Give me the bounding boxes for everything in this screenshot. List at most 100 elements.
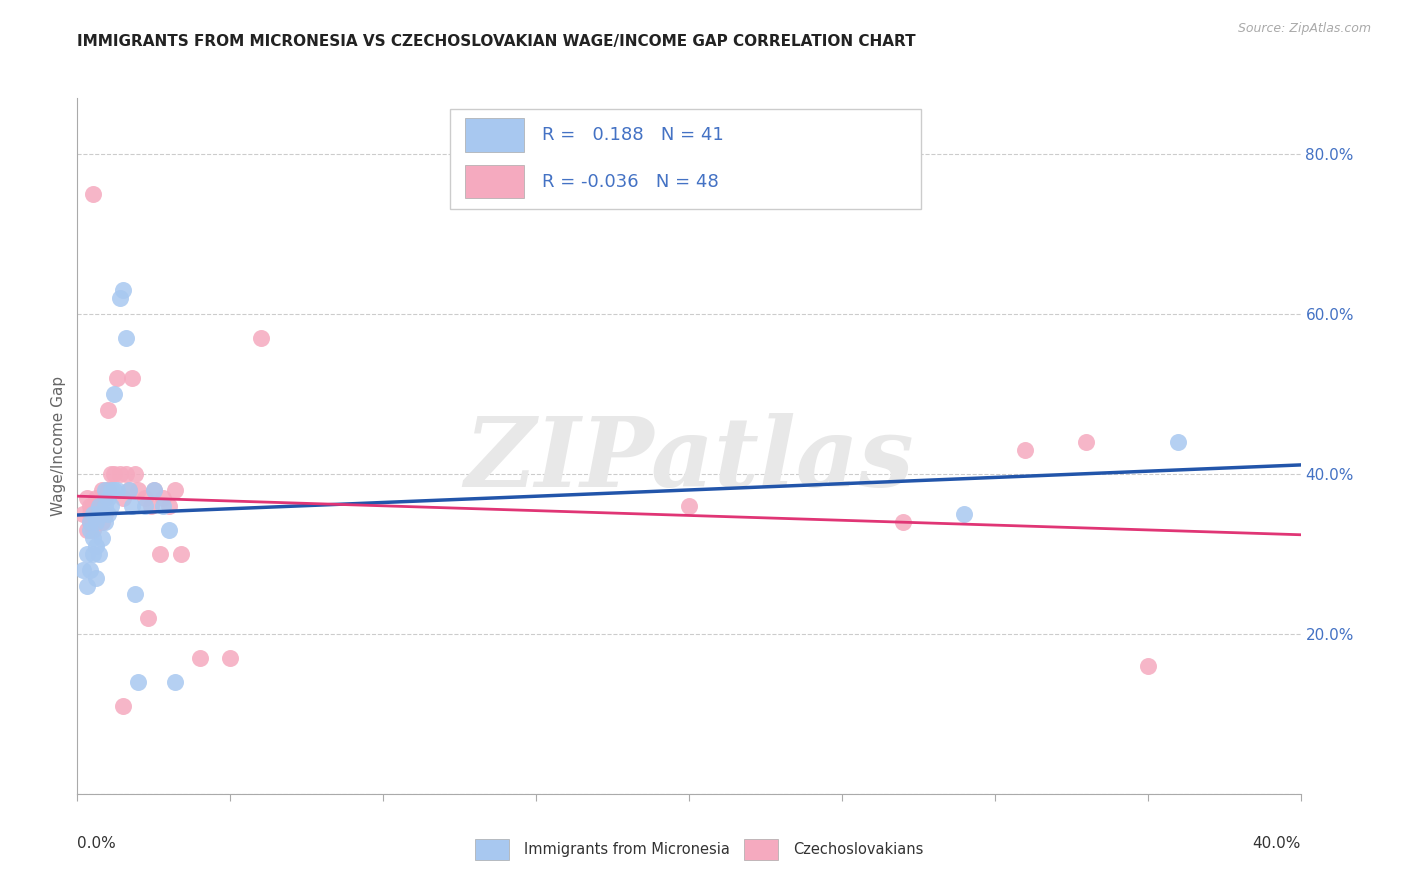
Point (891, 515, 914, 529)
Point (76, 579, 98, 593)
Point (118, 483, 141, 497)
Point (157, 499, 180, 513)
Point (90, 531, 112, 545)
Point (87, 507, 110, 521)
Point (219, 651, 242, 665)
Point (82, 507, 104, 521)
Point (142, 483, 165, 497)
Point (97, 403, 120, 417)
Point (157, 523, 180, 537)
Point (165, 483, 187, 497)
Point (82, 523, 104, 537)
Point (82, 499, 104, 513)
Point (134, 491, 156, 505)
Point (97, 507, 120, 521)
Point (105, 483, 128, 497)
Point (1136, 659, 1159, 673)
Point (84, 515, 107, 529)
Point (94, 499, 117, 513)
Point (152, 491, 174, 505)
Point (1167, 435, 1189, 450)
Point (188, 651, 211, 665)
Point (76, 547, 98, 561)
Point (97, 483, 120, 497)
Point (152, 499, 174, 513)
Text: Source: ZipAtlas.com: Source: ZipAtlas.com (1237, 22, 1371, 36)
Point (953, 507, 976, 521)
Text: R = -0.036   N = 48: R = -0.036 N = 48 (543, 173, 718, 191)
Point (97, 491, 120, 505)
Text: IMMIGRANTS FROM MICRONESIA VS CZECHOSLOVAKIAN WAGE/INCOME GAP CORRELATION CHART: IMMIGRANTS FROM MICRONESIA VS CZECHOSLOV… (77, 34, 915, 49)
Point (108, 467, 131, 481)
Text: 40.0%: 40.0% (1253, 836, 1301, 851)
Point (115, 467, 138, 481)
Point (103, 483, 125, 497)
Point (1076, 435, 1098, 450)
Point (76, 491, 98, 505)
Point (79, 563, 101, 577)
Point (103, 467, 125, 481)
Point (72, 563, 94, 577)
FancyBboxPatch shape (475, 839, 509, 860)
Point (128, 483, 150, 497)
Point (84, 539, 107, 553)
Point (87, 547, 110, 561)
Point (250, 331, 273, 345)
Point (84, 571, 107, 585)
Point (82, 547, 104, 561)
FancyBboxPatch shape (465, 165, 524, 198)
Point (1014, 442, 1036, 457)
Point (87, 499, 110, 513)
Point (136, 611, 159, 625)
Point (128, 674, 150, 689)
Point (121, 371, 143, 385)
Point (170, 547, 193, 561)
Point (121, 499, 143, 513)
Point (124, 467, 146, 481)
Point (94, 483, 117, 497)
Point (100, 483, 122, 497)
Text: ZIPatlas: ZIPatlas (464, 413, 914, 507)
Text: R =   0.188   N = 41: R = 0.188 N = 41 (543, 126, 724, 144)
Point (90, 483, 112, 497)
Point (165, 674, 187, 689)
Point (134, 499, 156, 513)
Text: 0.0%: 0.0% (77, 836, 117, 851)
Point (108, 291, 131, 305)
Point (79, 515, 101, 529)
Point (87, 499, 110, 513)
Point (79, 515, 101, 529)
Point (90, 507, 112, 521)
Point (94, 507, 117, 521)
Text: Immigrants from Micronesia: Immigrants from Micronesia (524, 842, 730, 857)
Point (90, 515, 112, 529)
Point (103, 387, 125, 401)
Point (678, 499, 700, 513)
Point (118, 483, 141, 497)
Point (142, 483, 165, 497)
Point (94, 491, 117, 505)
Point (79, 499, 101, 513)
FancyBboxPatch shape (465, 119, 524, 152)
Point (112, 283, 135, 297)
Point (87, 499, 110, 513)
Point (79, 507, 101, 521)
FancyBboxPatch shape (744, 839, 779, 860)
Point (82, 531, 104, 545)
Y-axis label: Wage/Income Gap: Wage/Income Gap (51, 376, 66, 516)
Point (105, 371, 128, 385)
Point (112, 491, 135, 505)
Point (84, 515, 107, 529)
Point (79, 523, 101, 537)
Point (115, 331, 138, 345)
Point (149, 547, 172, 561)
Point (100, 467, 122, 481)
Point (72, 507, 94, 521)
Point (84, 491, 107, 505)
FancyBboxPatch shape (450, 109, 921, 210)
Point (139, 499, 162, 513)
Point (112, 698, 135, 713)
Point (76, 523, 98, 537)
Point (97, 483, 120, 497)
Point (94, 515, 117, 529)
